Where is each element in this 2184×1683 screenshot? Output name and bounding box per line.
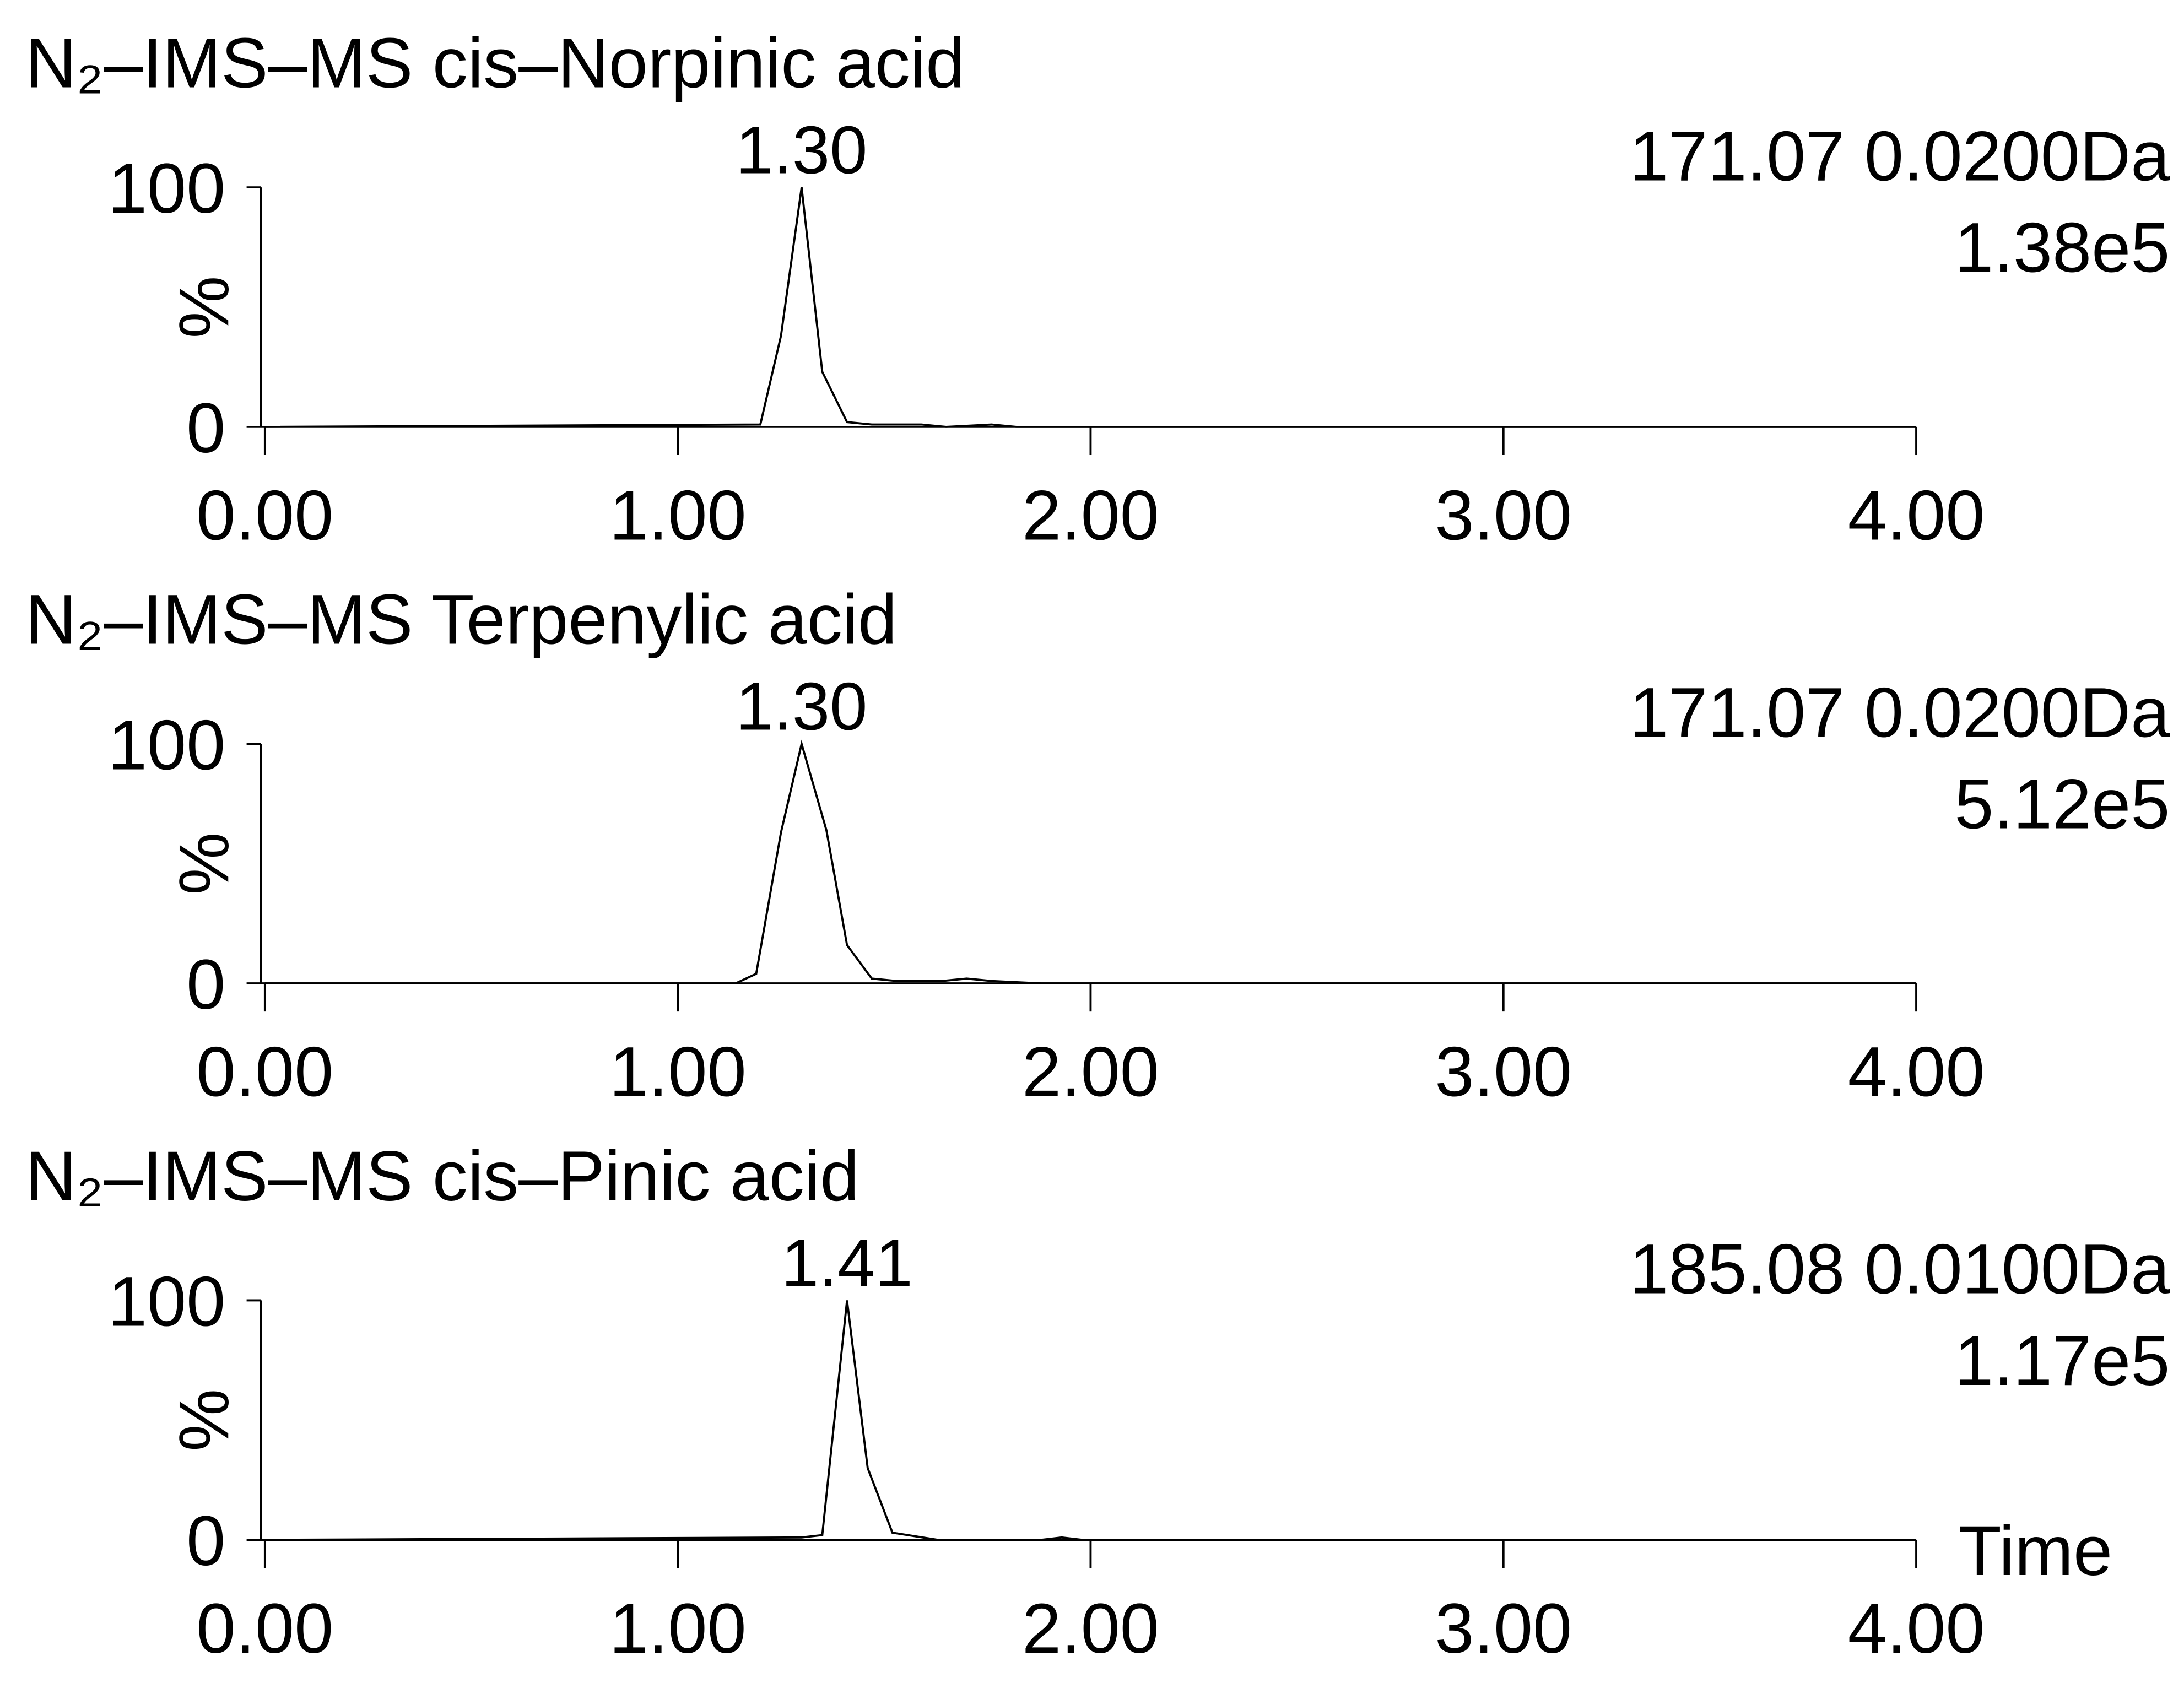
peak-label: 1.30 (736, 669, 867, 745)
x-tick-label: 4.00 (1848, 476, 1985, 555)
panel-title: N₂–IMS–MS cis–Norpinic acid (25, 24, 965, 103)
x-tick-label: 4.00 (1848, 1033, 1985, 1112)
x-tick-label: 2.00 (1022, 1589, 1159, 1668)
x-tick-label: 3.00 (1435, 1033, 1572, 1112)
x-axis-label: Time (1959, 1512, 2112, 1590)
y-tick-label: 100 (108, 149, 225, 228)
y-axis-label: % (165, 276, 244, 339)
intensity-label: 5.12e5 (1954, 765, 2170, 844)
panel-title: N₂–IMS–MS Terpenylic acid (25, 581, 897, 659)
x-tick-label: 1.00 (609, 476, 747, 555)
peak-label: 1.30 (736, 113, 867, 188)
x-tick-label: 2.00 (1022, 476, 1159, 555)
trace (264, 1300, 1917, 1541)
x-tick-label: 1.00 (609, 1589, 747, 1668)
x-tick-label: 0.00 (196, 1033, 333, 1112)
x-tick-label: 0.00 (196, 1589, 333, 1668)
trace (264, 187, 1917, 428)
mass-label: 171.07 0.0200Da (1629, 117, 2170, 196)
x-tick-label: 4.00 (1848, 1589, 1985, 1668)
x-tick-label: 3.00 (1435, 476, 1572, 555)
trace (264, 739, 1917, 984)
y-tick-label: 100 (108, 706, 225, 784)
y-axis-label: % (165, 832, 244, 895)
intensity-label: 1.38e5 (1954, 209, 2170, 288)
x-tick-label: 3.00 (1435, 1589, 1572, 1668)
x-tick-label: 0.00 (196, 476, 333, 555)
x-tick-label: 2.00 (1022, 1033, 1159, 1112)
y-tick-label: 0 (186, 945, 225, 1024)
y-tick-label: 0 (186, 1502, 225, 1581)
intensity-label: 1.17e5 (1954, 1322, 2170, 1400)
mass-label: 185.08 0.0100Da (1629, 1230, 2170, 1309)
x-tick-label: 1.00 (609, 1033, 747, 1112)
y-tick-label: 100 (108, 1262, 225, 1341)
peak-label: 1.41 (781, 1226, 913, 1301)
y-axis-label: % (165, 1389, 244, 1452)
mass-label: 171.07 0.0200Da (1629, 673, 2170, 752)
panel-title: N₂–IMS–MS cis–Pinic acid (25, 1137, 859, 1216)
y-tick-label: 0 (186, 389, 225, 468)
